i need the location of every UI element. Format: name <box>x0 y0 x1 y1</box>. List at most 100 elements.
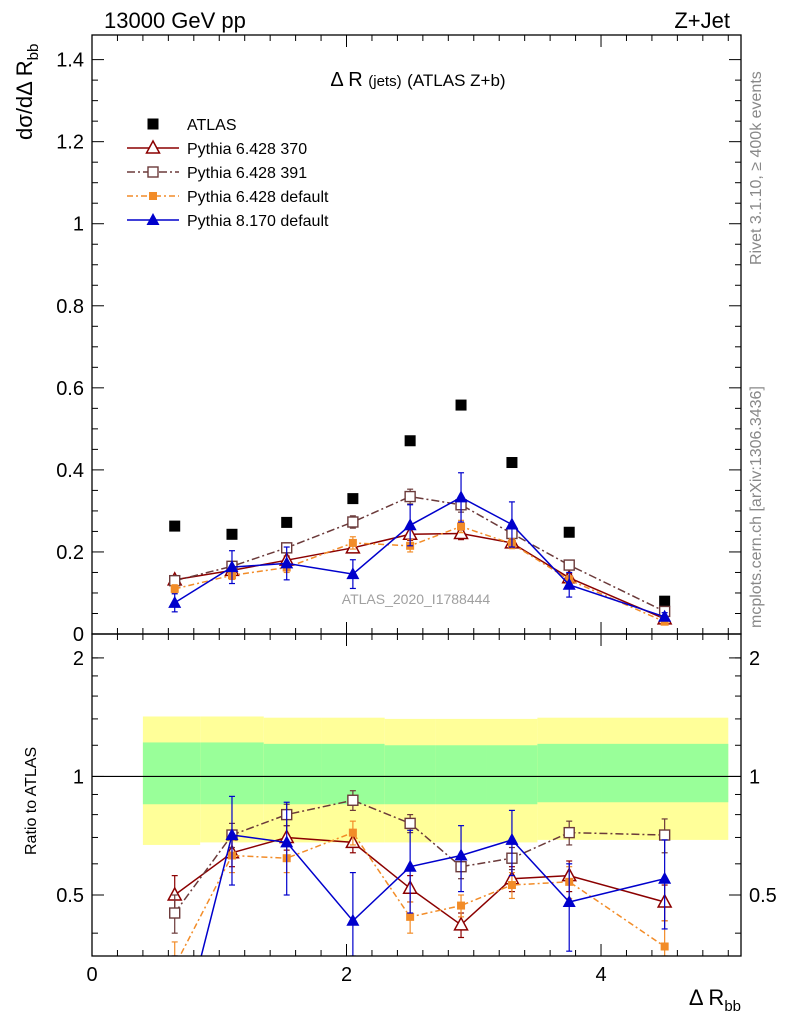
main-point-pythia-8-170-default <box>658 609 672 622</box>
main-point-atlas <box>563 526 575 538</box>
main-point-atlas <box>506 457 518 469</box>
main-point-atlas <box>404 435 416 447</box>
ratio-point-pythia-6-428-default <box>507 881 516 890</box>
ratio-y-tick-label-right: 1 <box>749 766 760 788</box>
plot-title: Δ R (jets) (ATLAS Z+b) <box>330 69 505 91</box>
ratio-point-pythia-8-170-default <box>562 894 576 907</box>
legend-label: Pythia 6.428 370 <box>187 141 307 158</box>
y-tick-label: 1 <box>73 214 84 236</box>
ratio-band-inner <box>384 745 436 805</box>
main-point-atlas <box>281 516 293 528</box>
ratio-line-pythia-6-428-370 <box>174 836 665 926</box>
x-tick-label: 2 <box>341 964 352 986</box>
main-series-layer <box>166 399 673 626</box>
ratio-point-pythia-6-428-default <box>348 828 357 837</box>
ratio-y-tick-label: 0.5 <box>56 885 84 907</box>
legend-label: ATLAS <box>187 117 237 134</box>
main-point-pythia-6-428-default <box>457 522 466 531</box>
ratio-series-pythia-6-428-370 <box>166 825 673 939</box>
main-point-pythia-6-428-default <box>348 538 357 547</box>
y-axis-label-ratio: Ratio to ATLAS <box>23 747 40 855</box>
main-point-pythia-8-170-default <box>280 556 294 569</box>
ratio-point-pythia-8-170-default <box>658 871 672 884</box>
y-axis-label-main: dσ/dΔ Rbb <box>12 44 42 140</box>
legend-marker <box>149 192 157 200</box>
ratio-line-pythia-8-170-default <box>200 834 665 956</box>
legend-label: Pythia 8.170 default <box>187 213 329 230</box>
ratio-point-pythia-6-428-default <box>406 912 415 921</box>
ratio-point-pythia-8-170-default <box>280 835 294 848</box>
main-point-atlas <box>659 595 671 607</box>
legend-marker <box>146 213 160 225</box>
header-right: Z+Jet <box>674 8 730 33</box>
legend-label: Pythia 6.428 391 <box>187 165 307 182</box>
main-point-pythia-6-428-391 <box>404 490 416 503</box>
main-line-pythia-6-428-391 <box>174 495 665 613</box>
ratio-point-pythia-8-170-default <box>454 848 468 861</box>
ratio-series-pythia-6-428-default <box>171 820 669 970</box>
main-point-pythia-8-170-default <box>454 490 468 503</box>
legend-marker <box>147 118 159 130</box>
ratio-point-pythia-6-428-391 <box>563 826 575 839</box>
y-tick-label: 1.2 <box>56 132 84 154</box>
legend: ATLAS Pythia 6.428 370 Pythia 6.428 391 Pyt… <box>127 117 329 230</box>
main-line-pythia-6-428-default <box>174 525 665 623</box>
main-point-atlas <box>455 399 467 411</box>
ratio-point-pythia-6-428-391 <box>169 907 181 919</box>
legend-entry-pythia-8-170-default: Pythia 8.170 default <box>127 213 329 230</box>
x-tick-label: 0 <box>86 964 97 986</box>
ratio-point-pythia-6-428-391 <box>404 817 416 830</box>
ratio-frame <box>91 633 742 957</box>
main-point-pythia-6-428-default <box>170 584 179 593</box>
ratio-point-pythia-6-428-default <box>171 962 179 970</box>
ratio-y-tick-label-right: 2 <box>749 648 760 670</box>
main-point-atlas <box>347 493 359 505</box>
ratio-point-pythia-6-428-370 <box>453 916 469 931</box>
ratio-point-pythia-6-428-391 <box>347 794 359 806</box>
x-axis-label: Δ Rbb <box>689 985 741 1015</box>
ratio-point-pythia-8-170-default <box>225 828 239 841</box>
y-tick-label: 0.2 <box>56 542 84 564</box>
ratio-uncertainty-bands <box>142 716 729 845</box>
ratio-point-pythia-8-170-default <box>505 832 519 845</box>
main-point-pythia-6-428-391 <box>169 574 181 587</box>
main-point-pythia-8-170-default <box>168 595 182 608</box>
legend-entry-pythia-6-428-default: Pythia 6.428 default <box>127 189 329 206</box>
main-point-pythia-8-170-default <box>225 560 239 573</box>
y-tick-label: 1.4 <box>56 50 84 72</box>
y-tick-label: 0.8 <box>56 296 84 318</box>
ratio-point-pythia-6-428-391 <box>658 829 671 841</box>
legend-entry-atlas: ATLAS <box>147 117 237 134</box>
ratio-series-layer <box>166 790 673 970</box>
main-series-pythia-6-428-370 <box>166 524 673 625</box>
mcplots-label: mcplots.cern.ch [arXiv:1306.3436] <box>748 386 765 628</box>
main-point-pythia-8-170-default <box>346 567 360 580</box>
main-point-pythia-8-170-default <box>403 518 417 531</box>
axes-layer: 00.20.40.60.811.21.40.5 0.51 12 20 2 4 <box>56 34 777 986</box>
main-point-pythia-6-428-391 <box>347 516 359 528</box>
y-tick-label: 0.6 <box>56 378 84 400</box>
ratio-point-pythia-8-170-default <box>346 913 360 926</box>
ratio-point-pythia-6-428-default <box>660 942 669 951</box>
legend-entry-pythia-6-428-391: Pythia 6.428 391 <box>127 165 307 182</box>
main-point-pythia-8-170-default <box>562 577 576 590</box>
ratio-band-inner <box>435 745 487 805</box>
ratio-band-inner <box>537 743 602 803</box>
main-series-atlas <box>169 399 671 607</box>
y-tick-label: 0 <box>73 624 84 646</box>
main-series-pythia-6-428-default <box>170 519 669 626</box>
main-point-atlas <box>169 520 181 532</box>
rivet-label: Rivet 3.1.10, ≥ 400k events <box>748 71 765 265</box>
ratio-band-inner <box>601 743 729 803</box>
ratio-y-tick-label-right: 0.5 <box>749 885 777 907</box>
main-point-pythia-8-170-default <box>505 517 519 530</box>
main-point-atlas <box>226 528 238 540</box>
ratio-y-tick-label: 1 <box>73 766 84 788</box>
ratio-band-inner <box>200 742 264 805</box>
legend-label: Pythia 6.428 default <box>187 189 329 206</box>
x-tick-label: 4 <box>595 964 606 986</box>
ratio-point-pythia-6-428-default <box>457 901 466 910</box>
ratio-y-tick-label: 2 <box>73 648 84 670</box>
legend-marker <box>145 139 161 154</box>
